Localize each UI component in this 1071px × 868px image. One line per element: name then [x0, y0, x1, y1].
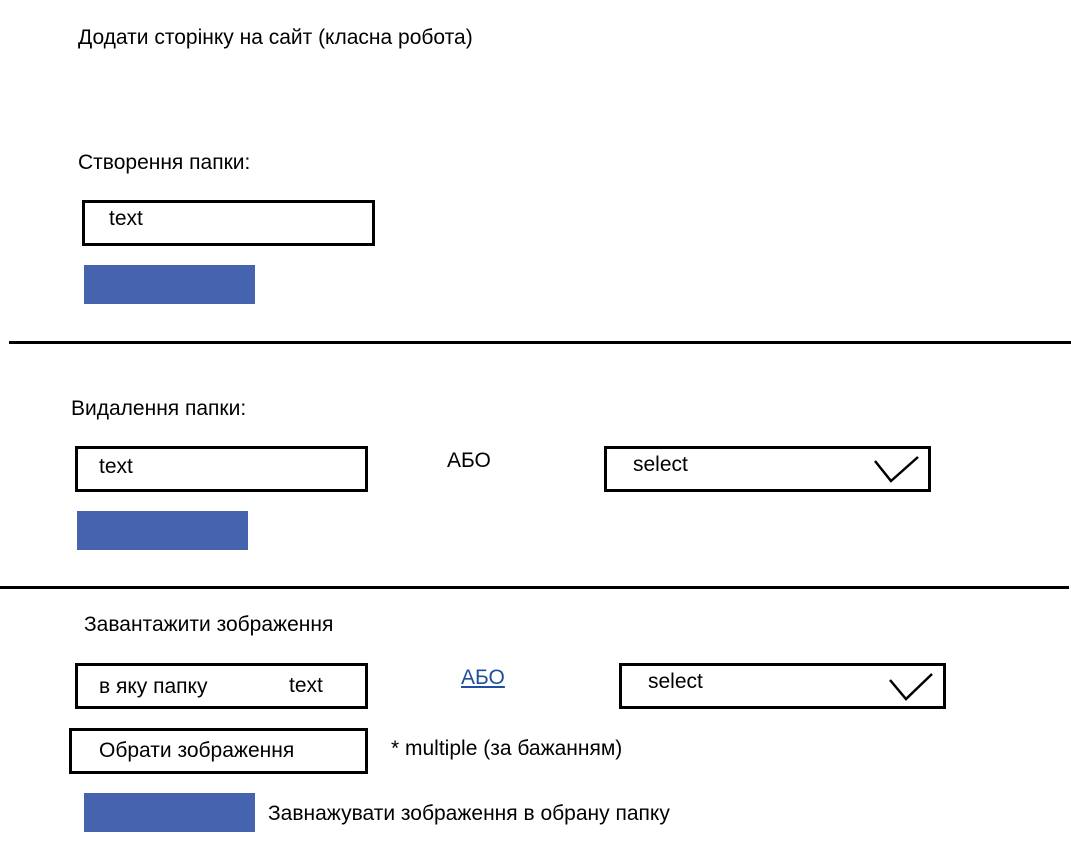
upload-image-button[interactable]: [84, 793, 255, 832]
delete-folder-heading: Видалення папки:: [71, 397, 247, 420]
upload-folder-input-value: text: [289, 674, 323, 697]
delete-folder-input-value: text: [99, 455, 133, 478]
choose-image-button-label: Обрати зображення: [99, 739, 295, 762]
upload-image-heading: Завантажити зображення: [84, 613, 334, 636]
delete-folder-or-label: АБО: [447, 449, 491, 472]
upload-folder-input[interactable]: в яку папку text: [75, 663, 368, 709]
page-title: Додати сторінку на сайт (класна робота): [78, 26, 473, 49]
create-folder-input[interactable]: text: [82, 200, 375, 246]
upload-folder-select-value: select: [648, 670, 703, 693]
delete-folder-select-value: select: [633, 453, 688, 476]
delete-folder-select[interactable]: select: [604, 446, 931, 492]
create-folder-heading: Створення папки:: [78, 151, 251, 174]
section-divider-2: [0, 586, 1069, 589]
upload-folder-label: в яку папку: [99, 675, 208, 698]
create-folder-input-value: text: [109, 207, 143, 230]
delete-folder-input[interactable]: text: [75, 446, 368, 492]
checkmark-chevron-icon: [874, 456, 919, 483]
delete-folder-button[interactable]: [77, 511, 248, 550]
choose-image-button[interactable]: Обрати зображення: [69, 728, 368, 774]
section-divider-1: [9, 341, 1071, 344]
upload-submit-caption: Завнажувати зображення в обрану папку: [268, 802, 670, 825]
create-folder-button[interactable]: [84, 265, 255, 304]
upload-folder-select[interactable]: select: [619, 663, 946, 709]
checkmark-chevron-icon: [889, 673, 933, 701]
upload-or-link[interactable]: АБО: [461, 666, 505, 689]
multiple-note: * multiple (за бажанням): [391, 737, 623, 760]
